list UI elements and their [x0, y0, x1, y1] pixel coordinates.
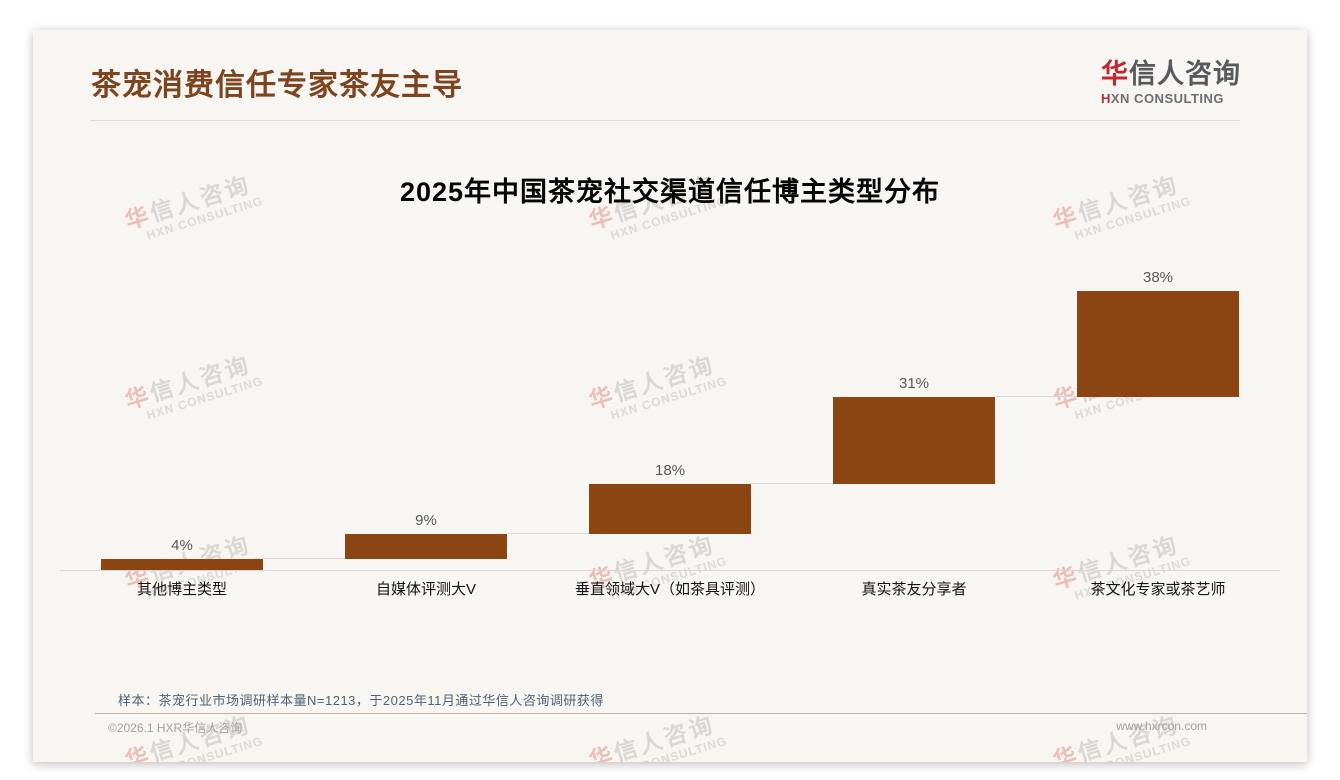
category-label: 真实茶友分享者 [861, 581, 967, 598]
category-label: 垂直领域大V（如茶具评测） [574, 581, 765, 598]
waterfall-bar-3 [589, 483, 751, 534]
x-axis-line [60, 570, 1280, 571]
connector-line [263, 557, 345, 559]
footer-website: www.hxrcon.com [1116, 719, 1207, 733]
connector-line [507, 532, 589, 534]
footer-copyright: ©2026.1 HXR华信人咨询 [108, 721, 243, 735]
logo-zh-text: 华信人咨询 [1101, 58, 1241, 90]
slide-card: 华信人咨询 HXN CONSULTING 华信人咨询 HXN CONSULTING 华信… [33, 30, 1307, 762]
company-logo: 华信人咨询 HXN CONSULTING [1101, 58, 1241, 106]
logo-en-text: HXN CONSULTING [1101, 91, 1241, 106]
connector-line [751, 482, 833, 484]
waterfall-bar-1 [101, 558, 263, 570]
logo-en-rest: XN CONSULTING [1110, 91, 1225, 106]
logo-en-first-char: H [1101, 91, 1111, 106]
bar-value-label: 18% [654, 461, 686, 479]
page-title: 茶宠消费信任专家茶友主导 [91, 69, 463, 102]
sample-note: 样本：茶宠行业市场调研样本量N=1213，于2025年11月通过华信人咨询调研获… [118, 693, 604, 708]
category-axis: 其他博主类型 自媒体评测大V 垂直领域大V（如茶具评测） 真实茶友分享者 茶文化专家或茶… [60, 578, 1280, 602]
category-label: 自媒体评测大V [375, 581, 476, 598]
waterfall-bar-2 [345, 533, 507, 559]
waterfall-bar-4 [833, 397, 995, 484]
bar-value-label: 38% [1142, 269, 1174, 286]
chart-title: 2025年中国茶宠社交渠道信任博主类型分布 [399, 177, 941, 207]
waterfall-plot: 4% 9% 18% 31% 38% [60, 269, 1280, 571]
footer-divider [95, 713, 1307, 714]
logo-zh-rest: 信人咨询 [1129, 59, 1241, 89]
connector-line [995, 396, 1077, 398]
category-label: 其他博主类型 [136, 581, 227, 598]
waterfall-bar-5 [1077, 291, 1239, 398]
bar-value-label: 9% [415, 511, 437, 529]
category-label: 茶文化专家或茶艺师 [1090, 581, 1226, 598]
bar-value-label: 4% [171, 536, 193, 554]
logo-zh-first-char: 华 [1101, 59, 1129, 89]
header-divider [90, 120, 1240, 121]
bar-value-label: 31% [898, 375, 930, 393]
